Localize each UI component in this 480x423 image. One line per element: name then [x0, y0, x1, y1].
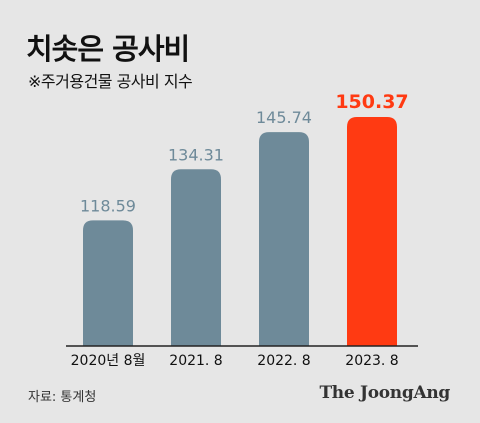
source-note: 자료: 통계청	[28, 390, 97, 405]
value-label-0: 118.59	[80, 196, 136, 215]
brand-logo: The JoongAng	[319, 383, 450, 403]
value-label-2: 145.74	[256, 108, 312, 127]
category-label-3: 2023. 8	[345, 353, 398, 369]
bar-0	[83, 220, 133, 346]
category-label-1: 2021. 8	[169, 353, 222, 369]
bar-1	[171, 169, 221, 346]
bar-2	[259, 132, 309, 346]
category-label-2: 2022. 8	[257, 353, 310, 369]
bar-3	[347, 117, 397, 346]
value-label-1: 134.31	[168, 145, 224, 164]
chart-subtitle: ※주거용건물 공사비 지수	[28, 72, 193, 91]
value-label-3: 150.37	[335, 91, 408, 113]
category-label-0: 2020년 8월	[71, 353, 146, 369]
chart-title: 치솟은 공사비	[26, 32, 190, 66]
